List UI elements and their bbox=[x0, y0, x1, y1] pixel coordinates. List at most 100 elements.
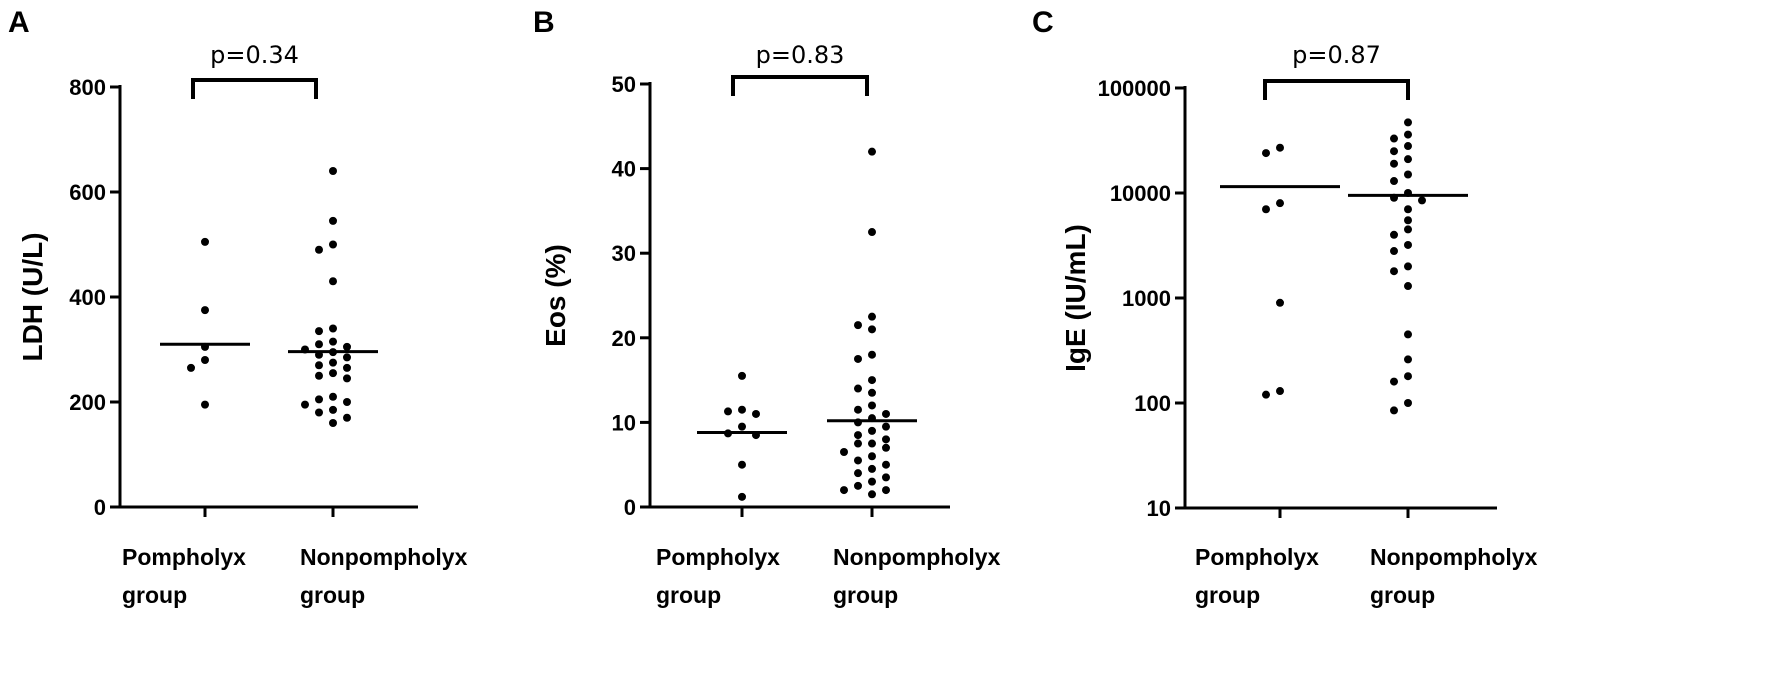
data-point bbox=[329, 405, 337, 414]
data-point bbox=[1390, 267, 1398, 276]
data-point bbox=[315, 408, 323, 417]
y-tick-label: 40 bbox=[612, 157, 636, 182]
data-point bbox=[854, 439, 862, 448]
y-tick-label: 10 bbox=[612, 410, 636, 435]
y-tick-label: 600 bbox=[69, 180, 106, 205]
data-point bbox=[329, 324, 337, 333]
data-point bbox=[315, 340, 323, 349]
y-tick-label: 200 bbox=[69, 390, 106, 415]
data-point bbox=[840, 448, 848, 457]
data-point bbox=[1276, 143, 1284, 152]
panel-a: A LDH (U/L) 0 200 400 600 800 Pompholyx group Non… bbox=[8, 6, 468, 608]
y-tick-label: 1000 bbox=[1122, 286, 1171, 311]
data-point bbox=[1404, 399, 1412, 407]
data-point bbox=[1404, 205, 1412, 214]
panel-letter: B bbox=[533, 6, 555, 39]
data-point bbox=[1404, 330, 1412, 339]
p-value-annotation: p=0.87 bbox=[1292, 41, 1381, 69]
data-point bbox=[1404, 282, 1412, 291]
data-point bbox=[854, 481, 862, 490]
data-point bbox=[868, 388, 876, 397]
data-point bbox=[329, 167, 337, 175]
data-point bbox=[329, 277, 337, 286]
data-point bbox=[868, 312, 876, 321]
data-point bbox=[724, 407, 732, 416]
significance-bracket bbox=[731, 75, 869, 96]
data-point bbox=[738, 371, 746, 380]
x-category-label-line1: Pompholyx bbox=[656, 544, 780, 570]
p-value-annotation: p=0.83 bbox=[756, 41, 845, 69]
data-point bbox=[343, 342, 351, 351]
data-point bbox=[854, 469, 862, 478]
data-point bbox=[1390, 159, 1398, 168]
y-tick-label: 100 bbox=[1134, 391, 1171, 416]
x-category-label-line2: group bbox=[656, 582, 721, 608]
data-point bbox=[343, 413, 351, 422]
y-axis-label: Eos (%) bbox=[540, 244, 571, 347]
data-point bbox=[315, 361, 323, 370]
y-tick-label: 10 bbox=[1147, 496, 1171, 521]
data-point bbox=[868, 452, 876, 461]
data-point bbox=[187, 363, 195, 372]
significance-bracket bbox=[191, 78, 318, 99]
data-point bbox=[882, 473, 890, 482]
data-point bbox=[343, 374, 351, 383]
panel-letter: C bbox=[1032, 6, 1054, 39]
x-category-label-line2: group bbox=[1370, 582, 1435, 608]
data-point bbox=[343, 363, 351, 372]
data-point bbox=[329, 419, 337, 427]
data-point bbox=[868, 464, 876, 473]
y-tick-label: 10000 bbox=[1110, 181, 1171, 206]
x-category-label-line1: Nonpompholyx bbox=[833, 544, 1001, 570]
data-point bbox=[329, 369, 337, 378]
y-axis-label: IgE (IU/mL) bbox=[1060, 224, 1091, 372]
data-point bbox=[868, 228, 876, 237]
data-point bbox=[201, 400, 209, 409]
y-tick-label: 0 bbox=[624, 495, 636, 520]
data-point bbox=[868, 147, 876, 156]
data-point bbox=[1276, 298, 1284, 307]
data-point bbox=[1276, 199, 1284, 208]
data-point bbox=[882, 422, 890, 431]
y-tick-label: 0 bbox=[94, 495, 106, 520]
data-point bbox=[854, 321, 862, 330]
data-point bbox=[882, 443, 890, 452]
data-point bbox=[1262, 205, 1270, 214]
data-point bbox=[854, 384, 862, 393]
data-point bbox=[329, 337, 337, 346]
data-point bbox=[868, 490, 876, 499]
data-point bbox=[201, 356, 209, 364]
data-point bbox=[343, 398, 351, 406]
data-point bbox=[1404, 118, 1412, 127]
data-point bbox=[882, 435, 890, 444]
data-point bbox=[738, 405, 746, 414]
data-point bbox=[329, 240, 337, 249]
x-category-label-line2: group bbox=[1195, 582, 1260, 608]
data-point bbox=[1404, 170, 1412, 179]
panel-c: C IgE (IU/mL) 10 100 1000 10000 100000 Pompholy… bbox=[1032, 6, 1538, 608]
data-point bbox=[301, 400, 309, 409]
data-point bbox=[1390, 406, 1398, 415]
y-tick-label: 30 bbox=[612, 241, 636, 266]
data-point bbox=[201, 306, 209, 315]
data-point bbox=[868, 477, 876, 486]
x-category-label-line1: Nonpompholyx bbox=[1370, 544, 1538, 570]
x-category-label-line1: Pompholyx bbox=[122, 544, 246, 570]
data-point bbox=[315, 395, 323, 404]
y-tick-label: 100000 bbox=[1098, 76, 1171, 101]
data-point bbox=[868, 439, 876, 448]
data-point bbox=[882, 460, 890, 469]
data-point bbox=[315, 371, 323, 380]
p-value-annotation: p=0.34 bbox=[210, 41, 299, 69]
data-point bbox=[738, 422, 746, 431]
data-point bbox=[1404, 155, 1412, 164]
data-point bbox=[1404, 216, 1412, 225]
data-point bbox=[329, 216, 337, 225]
data-point bbox=[315, 327, 323, 336]
data-point bbox=[738, 460, 746, 469]
y-tick-label: 50 bbox=[612, 72, 636, 97]
data-point bbox=[1390, 247, 1398, 256]
data-point bbox=[840, 486, 848, 495]
x-category-label-line2: group bbox=[300, 582, 365, 608]
